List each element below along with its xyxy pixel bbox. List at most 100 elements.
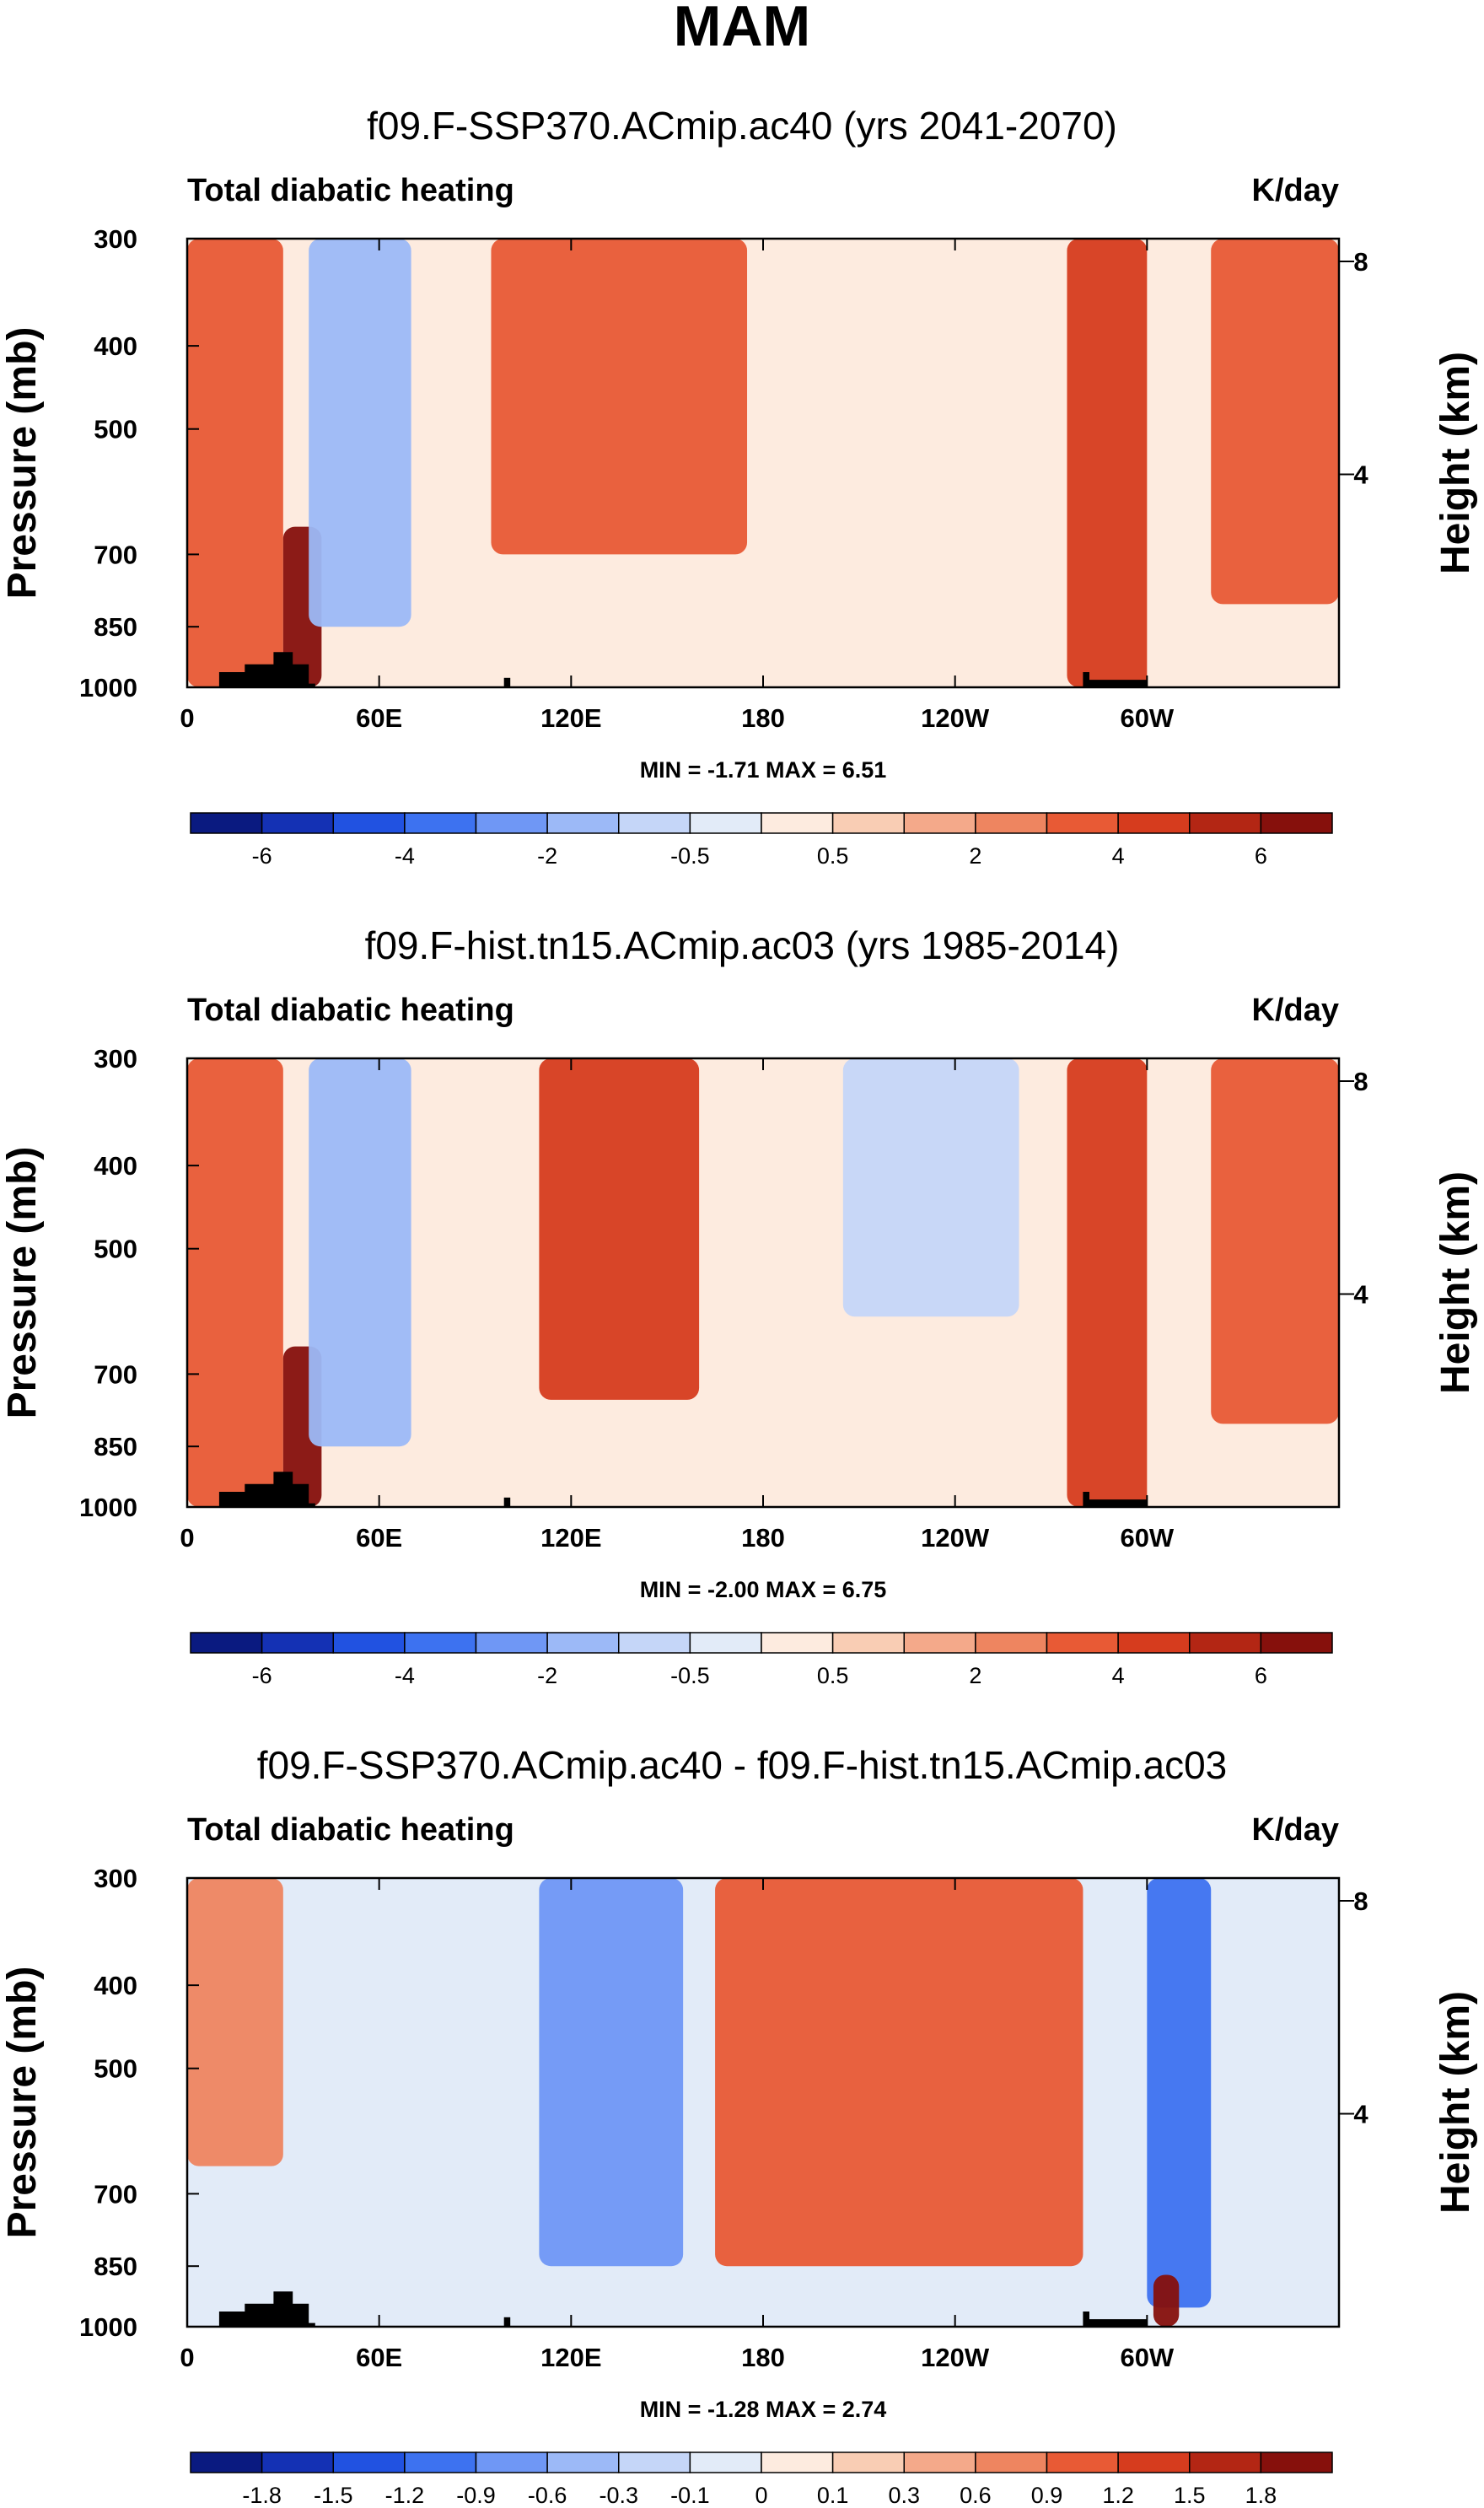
x-tick-label: 0 [180,1523,194,1553]
y-tick-label: 700 [94,540,137,569]
colorbar-box [1117,2451,1191,2473]
colorbar-label: 0.6 [960,2483,992,2508]
topography [1083,672,1148,687]
x-tick-label: 0 [180,703,194,733]
colorbar-box [546,812,620,834]
colorbar-label: -1.8 [242,2483,282,2508]
colorbar-box [404,2451,477,2473]
x-tick-label: 60E [356,2343,402,2372]
y-axis-label: Pressure (mb) [0,1147,45,1419]
colorbar-label: -6 [252,1663,272,1688]
y-tick-label: 300 [94,1044,137,1074]
y-tick-label: 400 [94,1151,137,1181]
colorbar-label: 4 [1112,843,1125,869]
colorbar-box [190,812,263,834]
y2-axis-label: Height (km) [1433,1991,1478,2214]
colorbar-label: -2 [537,843,557,869]
panel-title: f09.F-hist.tn15.ACmip.ac03 (yrs 1985-201… [365,923,1120,967]
colorbar-box [975,812,1048,834]
x-tick-label: 60W [1120,703,1174,733]
colorbar-box [261,2451,334,2473]
panel-3: f09.F-SSP370.ACmip.ac40 - f09.F-hist.tn1… [0,1743,1478,2508]
height-tick-label: 4 [1353,2100,1368,2129]
colorbar-label: -1.2 [385,2483,425,2508]
field-region [1153,2274,1180,2327]
topography [218,652,315,687]
y-tick-label: 300 [94,1864,137,1893]
colorbar-box [1260,812,1333,834]
colorbar-box [404,812,477,834]
colorbar-box [1189,1632,1262,1654]
topography [1083,2312,1148,2327]
colorbar-box [903,1632,976,1654]
colorbar-box [332,2451,406,2473]
min-max-text: MIN = -1.28 MAX = 2.74 [640,2397,887,2422]
colorbar-label: 0.5 [817,843,849,869]
colorbar-box [831,2451,905,2473]
colorbar-label: 1.2 [1102,2483,1134,2508]
y-tick-label: 1000 [79,673,137,702]
field-region [187,1878,283,2166]
colorbar-box [1046,1632,1119,1654]
y-axis-label: Pressure (mb) [0,1967,45,2239]
colorbar-box [332,1632,406,1654]
y2-axis-label: Height (km) [1433,352,1478,574]
min-max-text: MIN = -1.71 MAX = 6.51 [640,757,887,783]
colorbar-box [1189,812,1262,834]
topography [218,2291,315,2327]
y-tick-label: 300 [94,224,137,254]
field-region [539,1058,700,1400]
colorbar-box [261,1632,334,1654]
colorbar-box [761,812,834,834]
field-region [1067,1058,1148,1507]
x-tick-label: 60W [1120,2343,1174,2372]
x-tick-label: 180 [741,1523,785,1553]
colorbar-box [1189,2451,1262,2473]
height-tick-label: 8 [1353,1067,1368,1096]
colorbar-box [903,812,976,834]
colorbar-box [1260,1632,1333,1654]
colorbar-box [546,2451,620,2473]
field-region [187,239,283,687]
colorbar-box [404,1632,477,1654]
panel-variable-label: Total diabatic heating [187,1812,514,1848]
x-tick-label: 120W [921,703,990,733]
panel-units-label: K/day [1252,1812,1339,1848]
x-tick-label: 60W [1120,1523,1174,1553]
panel-units-label: K/day [1252,993,1339,1028]
field-region [842,1058,1019,1317]
field-region [1211,239,1339,605]
x-tick-label: 180 [741,2343,785,2372]
field-region [491,239,748,555]
x-tick-label: 120E [540,2343,601,2372]
colorbar-label: 4 [1112,1663,1125,1688]
field-region [1147,1878,1212,2308]
x-tick-label: 120E [540,703,601,733]
field-region [1211,1058,1339,1424]
colorbar-box [1046,812,1119,834]
topography [1083,1492,1148,1507]
colorbar-label: -1.5 [314,2483,353,2508]
colorbar-box [903,2451,976,2473]
colorbar-box [1046,2451,1119,2473]
colorbar-label: 2 [969,843,981,869]
y2-axis-label: Height (km) [1433,1171,1478,1394]
panel-1: f09.F-SSP370.ACmip.ac40 (yrs 2041-2070) T… [0,104,1478,869]
colorbar-box [831,812,905,834]
x-tick-label: 120W [921,1523,990,1553]
y-tick-label: 850 [94,1432,137,1461]
y-tick-label: 700 [94,2179,137,2209]
colorbar-box [546,1632,620,1654]
colorbar-label: -0.5 [670,843,710,869]
y-tick-label: 500 [94,2054,137,2084]
colorbar-box [1260,2451,1333,2473]
colorbar-label: 2 [969,1663,981,1688]
colorbar-label: -0.3 [599,2483,638,2508]
colorbar-box [975,2451,1048,2473]
min-max-text: MIN = -2.00 MAX = 6.75 [640,1577,887,1602]
topography [218,1472,315,1507]
colorbar-label: -4 [395,1663,415,1688]
colorbar-label: 6 [1255,1663,1267,1688]
panel-variable-label: Total diabatic heating [187,993,514,1028]
